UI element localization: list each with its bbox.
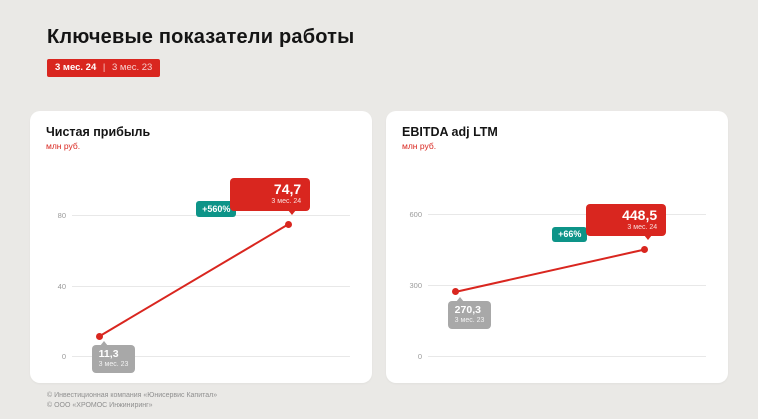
line-chart: 0 40 80 11,3 3 мес. 23 +560% 74,7 3 мес. 2… [48,171,352,374]
line-chart: 0 300 600 270,3 3 мес. 23 +66% 448,5 3 мес… [404,171,708,361]
page-title: Ключевые показатели работы [47,26,355,48]
footer-line-2: © ООО «ХРОМОС Инжиниринг» [47,401,153,409]
gridline: 0 [62,352,350,361]
footer-line-1: © Инвестиционная компания «Юнисервис Кап… [47,391,218,399]
gridline: 600 [409,210,706,219]
current-value: 448,5 [622,206,658,223]
copyright-footer: © Инвестиционная компания «Юнисервис Кап… [47,391,217,411]
gridline: 40 [58,282,350,291]
period-separator: | [102,62,106,73]
period-previous: 3 мес. 23 [112,62,153,73]
trend-line [99,223,289,337]
chart-card-net-profit: Чистая прибыль млн руб. 0 40 80 11,3 3 мес… [30,111,372,383]
current-value: 74,7 [273,181,302,198]
current-period-label: 3 мес. 24 [271,198,302,206]
callout-current-value: 448,5 3 мес. 24 [586,203,667,240]
y-axis-tick: 600 [409,209,422,219]
y-axis-tick: 0 [61,352,66,361]
charts-row: Чистая прибыль млн руб. 0 40 80 11,3 3 мес… [30,111,728,383]
previous-value: 270,3 [454,303,481,316]
y-axis-tick: 300 [409,280,422,290]
callout-current-value: 74,7 3 мес. 24 [230,178,311,215]
chart-units-label: млн руб. [402,141,437,151]
chart-card-ebitda: EBITDA adj LTM млн руб. 0 300 600 270,3 3 … [386,111,728,383]
data-point-current [640,246,648,254]
chart-title: Чистая прибыль [46,125,151,139]
chart-title: EBITDA adj LTM [402,125,498,139]
trend-line [455,248,645,293]
y-axis-tick: 40 [57,281,66,291]
y-axis-tick: 80 [57,211,66,221]
callout-previous-value: 270,3 3 мес. 23 [447,296,492,329]
previous-period-label: 3 мес. 23 [454,316,485,324]
period-legend-badge: 3 мес. 24 | 3 мес. 23 [47,59,161,77]
previous-period-label: 3 мес. 23 [98,361,129,369]
previous-value: 11,3 [98,348,119,361]
growth-badge: +66% [552,226,588,243]
current-period-label: 3 мес. 24 [627,223,658,231]
gridline: 0 [418,352,706,361]
gridline: 300 [409,281,706,290]
period-current: 3 мес. 24 [55,62,97,73]
data-point-current [284,220,292,228]
callout-previous-value: 11,3 3 мес. 23 [91,341,136,374]
y-axis-tick: 0 [417,352,422,361]
data-point-previous [96,332,104,340]
growth-badge: +560% [196,201,237,217]
chart-units-label: млн руб. [46,141,81,151]
data-point-previous [452,288,460,296]
